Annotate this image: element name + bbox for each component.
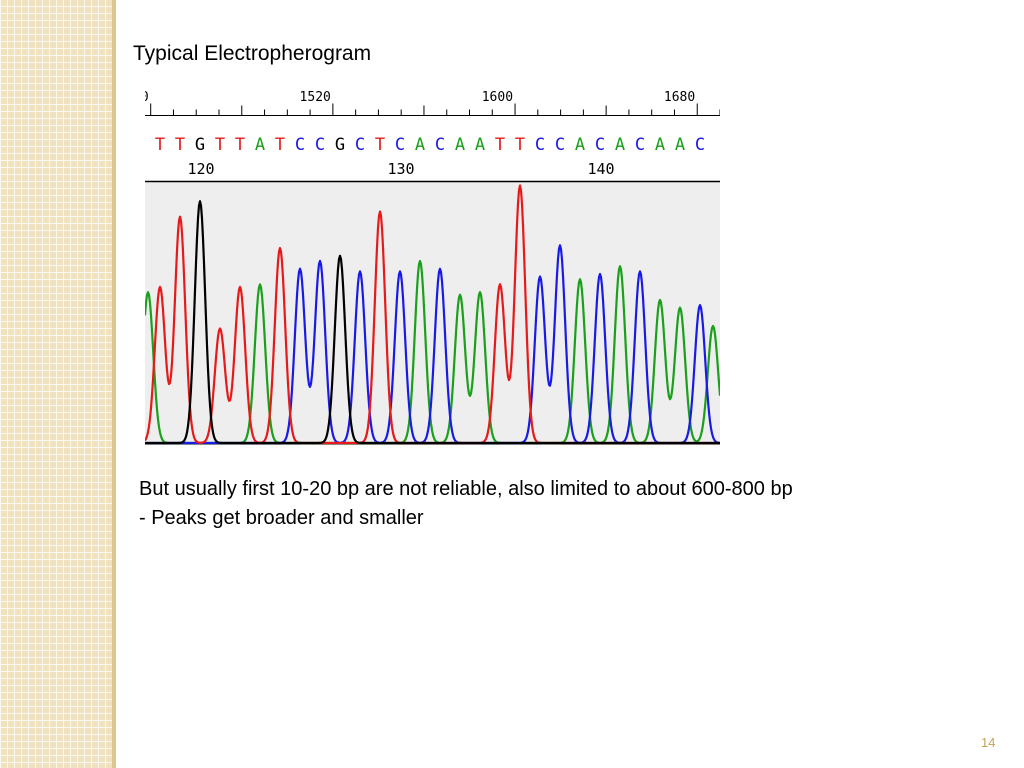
base-call-C: C [595,135,605,155]
electropherogram-chart: 1440152016001680 TTGTTATCCGCTCACAATTCCAC… [145,87,720,445]
base-call-T: T [515,135,525,155]
slide-number: 14 [981,735,996,750]
caption-line-1: But usually first 10-20 bp are not relia… [139,478,793,500]
base-call-A: A [475,135,485,155]
base-call-C: C [395,135,405,155]
base-numbers-row: 120 130 140 [187,160,614,178]
slide-caption: But usually first 10-20 bp are not relia… [139,475,793,533]
base-call-C: C [315,135,325,155]
base-call-T: T [215,135,225,155]
base-call-C: C [355,135,365,155]
scan-tick-label: 1600 [482,90,513,105]
base-call-A: A [615,135,625,155]
base-call-C: C [295,135,305,155]
trace-curves [145,184,720,445]
base-call-A: A [415,135,425,155]
base-call-C: C [555,135,565,155]
trace-panel [145,182,720,445]
base-call-T: T [175,135,185,155]
decorative-side-rule [112,0,116,768]
base-call-C: C [535,135,545,155]
scan-tick-label: 1440 [145,90,149,105]
base-call-G: G [335,135,345,155]
trace-G [145,200,720,445]
base-number-label: 120 [187,160,214,178]
header-panel [145,87,720,182]
decorative-side-strip [0,0,112,768]
base-call-A: A [255,135,265,155]
base-call-T: T [495,135,505,155]
base-call-A: A [575,135,585,155]
base-number-label: 140 [587,160,614,178]
base-call-T: T [275,135,285,155]
base-call-T: T [155,135,165,155]
scan-tick-label: 1680 [664,90,695,105]
base-call-A: A [455,135,465,155]
base-call-C: C [635,135,645,155]
base-number-label: 130 [387,160,414,178]
base-call-T: T [375,135,385,155]
base-call-G: G [195,135,205,155]
base-call-C: C [695,135,705,155]
base-call-A: A [655,135,665,155]
scan-axis: 1440 1520 1600 1680 [145,90,720,116]
base-call-T: T [235,135,245,155]
electropherogram-figure: 1440152016001680 TTGTTATCCGCTCACAATTCCAC… [145,87,720,445]
scan-tick-label: 1520 [300,90,331,105]
caption-line-2: - Peaks get broader and smaller [139,507,424,529]
base-call-A: A [675,135,685,155]
base-call-C: C [435,135,445,155]
slide-title: Typical Electropherogram [133,42,372,65]
